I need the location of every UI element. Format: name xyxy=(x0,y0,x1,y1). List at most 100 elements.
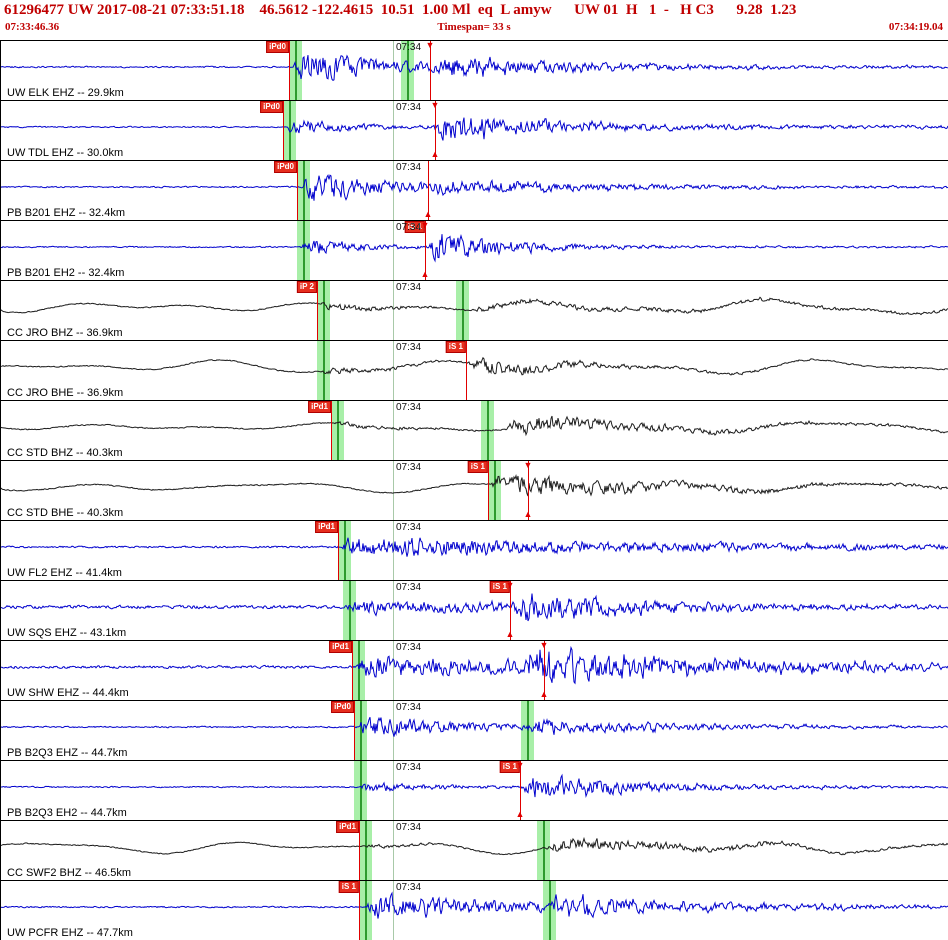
time-axis-header: 07:33:46.36 Timespan= 33 s 07:34:19.04 xyxy=(4,21,944,33)
pick-flag[interactable]: iP 2 xyxy=(296,281,317,293)
pick-line[interactable] xyxy=(317,281,318,340)
pick-line[interactable] xyxy=(359,881,360,940)
s-pick-triangle-bottom-icon: ▲ xyxy=(523,509,533,519)
pick-flag[interactable]: iPd0 xyxy=(260,101,283,113)
waveform[interactable] xyxy=(1,401,948,460)
trace-row[interactable]: iPd1 ▼ ▲ 07:34 UW SHW EHZ -- 44.4km xyxy=(1,641,948,701)
minute-tick-line xyxy=(393,881,394,940)
minute-tick-line xyxy=(393,581,394,640)
pick-flag[interactable]: iPd0 xyxy=(331,701,354,713)
pick-flag[interactable]: iPd1 xyxy=(315,521,338,533)
pick-line[interactable] xyxy=(425,221,426,280)
s-pick-triangle-bottom-icon: ▲ xyxy=(430,149,440,159)
trace-row[interactable]: iS 1 ▼ ▲ 07:34 CC STD BHE -- 40.3km xyxy=(1,461,948,521)
minute-label: 07:34 xyxy=(396,402,422,413)
pick-flag[interactable]: iS 1 xyxy=(338,881,359,893)
minute-label: 07:34 xyxy=(396,522,422,533)
station-label: UW TDL EHZ -- 30.0km xyxy=(7,147,124,159)
waveform[interactable] xyxy=(1,41,948,100)
event-summary: 61296477 UW 2017-08-21 07:33:51.18 46.56… xyxy=(4,2,797,18)
waveform[interactable] xyxy=(1,341,948,400)
waveform[interactable] xyxy=(1,221,948,280)
pick-flag[interactable]: iPd0 xyxy=(274,161,297,173)
waveform[interactable] xyxy=(1,101,948,160)
pick-flag[interactable]: iS 1 xyxy=(445,341,466,353)
pick-line[interactable] xyxy=(352,641,353,700)
trace-row[interactable]: iPd0 07:34 PB B2Q3 EHZ -- 44.7km xyxy=(1,701,948,761)
minute-tick-line xyxy=(393,401,394,460)
trace-row[interactable]: iS 1 07:34 UW PCFR EHZ -- 47.7km xyxy=(1,881,948,940)
pick-line[interactable] xyxy=(428,161,429,220)
pick-flag[interactable]: iS 1 xyxy=(499,761,520,773)
pick-window-center-line xyxy=(407,41,409,100)
trace-row[interactable]: iPd1 07:34 UW FL2 EHZ -- 41.4km xyxy=(1,521,948,581)
station-label: PB B2Q3 EH2 -- 44.7km xyxy=(7,807,127,819)
pick-window-center-line xyxy=(494,461,496,520)
minute-label: 07:34 xyxy=(396,882,422,893)
pick-flag[interactable]: iPd1 xyxy=(329,641,352,653)
window-start-time: 07:33:46.36 xyxy=(5,21,60,33)
minute-label: 07:34 xyxy=(396,582,422,593)
s-pick-triangle-bottom-icon: ▲ xyxy=(420,269,430,279)
waveform[interactable] xyxy=(1,521,948,580)
s-pick-triangle-top-icon: ▼ xyxy=(430,101,440,110)
minute-label: 07:34 xyxy=(396,822,422,833)
trace-row[interactable]: iP 2 07:34 CC JRO BHZ -- 36.9km xyxy=(1,281,948,341)
waveform[interactable] xyxy=(1,461,948,520)
waveform[interactable] xyxy=(1,701,948,760)
station-label: PB B2Q3 EHZ -- 44.7km xyxy=(7,747,128,759)
waveform[interactable] xyxy=(1,641,948,700)
pick-line[interactable] xyxy=(331,401,332,460)
pick-line[interactable] xyxy=(430,41,431,100)
waveform[interactable] xyxy=(1,881,948,940)
pick-flag[interactable]: iPd0 xyxy=(266,41,289,53)
minute-tick-line xyxy=(393,821,394,880)
station-label: UW FL2 EHZ -- 41.4km xyxy=(7,567,122,579)
trace-row[interactable]: iPd1 07:34 CC SWF2 BHZ -- 46.5km xyxy=(1,821,948,881)
waveform[interactable] xyxy=(1,761,948,820)
trace-row[interactable]: iS 1 ▼ ▲ 07:34 PB B201 EH2 -- 32.4km xyxy=(1,221,948,281)
pick-flag[interactable]: iPd1 xyxy=(308,401,331,413)
pick-line[interactable] xyxy=(528,461,529,520)
pick-flag[interactable]: iS 1 xyxy=(404,221,425,233)
pick-line[interactable] xyxy=(359,821,360,880)
pick-flag[interactable]: iPd1 xyxy=(336,821,359,833)
station-label: PB B201 EH2 -- 32.4km xyxy=(7,267,125,279)
pick-flag[interactable]: iS 1 xyxy=(467,461,488,473)
minute-tick-line xyxy=(393,281,394,340)
trace-row[interactable]: iS 1 ▼ ▲ 07:34 PB B2Q3 EH2 -- 44.7km xyxy=(1,761,948,821)
trace-row[interactable]: iPd0 ▼ ▲ 07:34 UW TDL EHZ -- 30.0km xyxy=(1,101,948,161)
waveform[interactable] xyxy=(1,581,948,640)
pick-line[interactable] xyxy=(354,701,355,760)
pick-window-center-line xyxy=(303,221,305,280)
trace-row[interactable]: iPd0 ▼ 07:34 UW ELK EHZ -- 29.9km xyxy=(1,41,948,101)
pick-line[interactable] xyxy=(289,41,290,100)
pick-line[interactable] xyxy=(283,101,284,160)
s-pick-triangle-bottom-icon: ▲ xyxy=(515,809,525,819)
pick-line[interactable] xyxy=(338,521,339,580)
station-label: CC JRO BHE -- 36.9km xyxy=(7,387,124,399)
waveform[interactable] xyxy=(1,281,948,340)
pick-line[interactable] xyxy=(544,641,545,700)
pick-flag[interactable]: iS 1 xyxy=(489,581,510,593)
s-pick-triangle-top-icon: ▼ xyxy=(539,641,549,650)
minute-label: 07:34 xyxy=(396,162,422,173)
station-label: UW PCFR EHZ -- 47.7km xyxy=(7,927,133,939)
minute-label: 07:34 xyxy=(396,102,422,113)
trace-row[interactable]: iPd1 07:34 CC STD BHZ -- 40.3km xyxy=(1,401,948,461)
pick-line[interactable] xyxy=(466,341,467,400)
waveform[interactable] xyxy=(1,821,948,880)
pick-line[interactable] xyxy=(510,581,511,640)
pick-line[interactable] xyxy=(520,761,521,820)
pick-window-center-line xyxy=(358,641,360,700)
window-end-time: 07:34:19.04 xyxy=(888,21,943,33)
trace-row[interactable]: iPd0 ▲ 07:34 PB B201 EHZ -- 32.4km xyxy=(1,161,948,221)
pick-line[interactable] xyxy=(488,461,489,520)
waveform[interactable] xyxy=(1,161,948,220)
pick-line[interactable] xyxy=(435,101,436,160)
trace-row[interactable]: iS 1 ▼ ▲ 07:34 UW SQS EHZ -- 43.1km xyxy=(1,581,948,641)
pick-line[interactable] xyxy=(297,161,298,220)
pick-window-center-line xyxy=(289,101,291,160)
trace-row[interactable]: iS 1 07:34 CC JRO BHE -- 36.9km xyxy=(1,341,948,401)
